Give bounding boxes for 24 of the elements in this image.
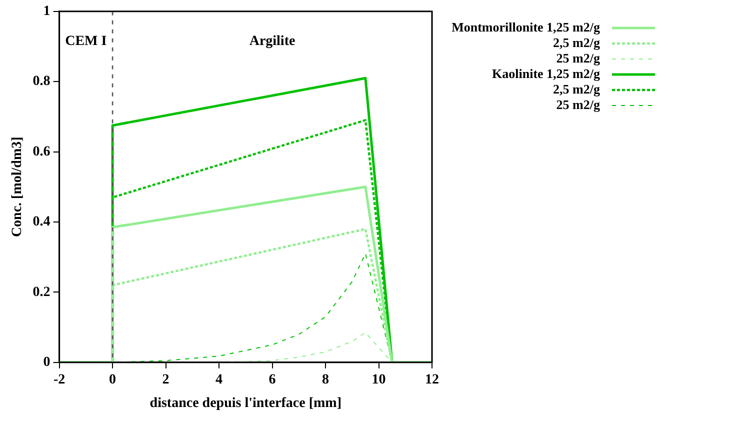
x-tick-label: -2 <box>53 372 66 388</box>
legend-label: 2,5 m2/g <box>553 81 600 96</box>
x-tick-label: 2 <box>162 372 170 388</box>
legend-label: Montmorillonite 1,25 m2/g <box>452 19 600 34</box>
annotation: Argilite <box>249 34 296 50</box>
y-tick-label: 0 <box>43 355 50 370</box>
legend-label: 25 m2/g <box>556 50 600 66</box>
x-tick-label: 0 <box>109 372 116 388</box>
annotation: CEM I <box>65 34 107 50</box>
x-tick-label: 10 <box>372 372 386 388</box>
x-tick-label: 8 <box>322 372 330 388</box>
y-tick-label: 0.8 <box>32 74 50 90</box>
legend-label: Kaolinite 1,25 m2/g <box>492 66 600 81</box>
x-axis-title: distance depuis l'interface [mm] <box>150 396 342 412</box>
y-tick-label: 0.6 <box>32 144 50 160</box>
x-tick-label: 6 <box>268 372 276 388</box>
legend-label: 25 m2/g <box>556 96 600 112</box>
x-tick-label: 4 <box>216 372 223 388</box>
y-tick-label: 1 <box>43 4 50 20</box>
x-tick-label: 12 <box>425 372 439 388</box>
legend-label: 2,5 m2/g <box>553 34 600 50</box>
y-tick-label: 0.4 <box>32 214 50 230</box>
y-tick-label: 0.2 <box>32 284 50 300</box>
y-axis-title: Conc. [mol/dm3] <box>10 136 26 238</box>
